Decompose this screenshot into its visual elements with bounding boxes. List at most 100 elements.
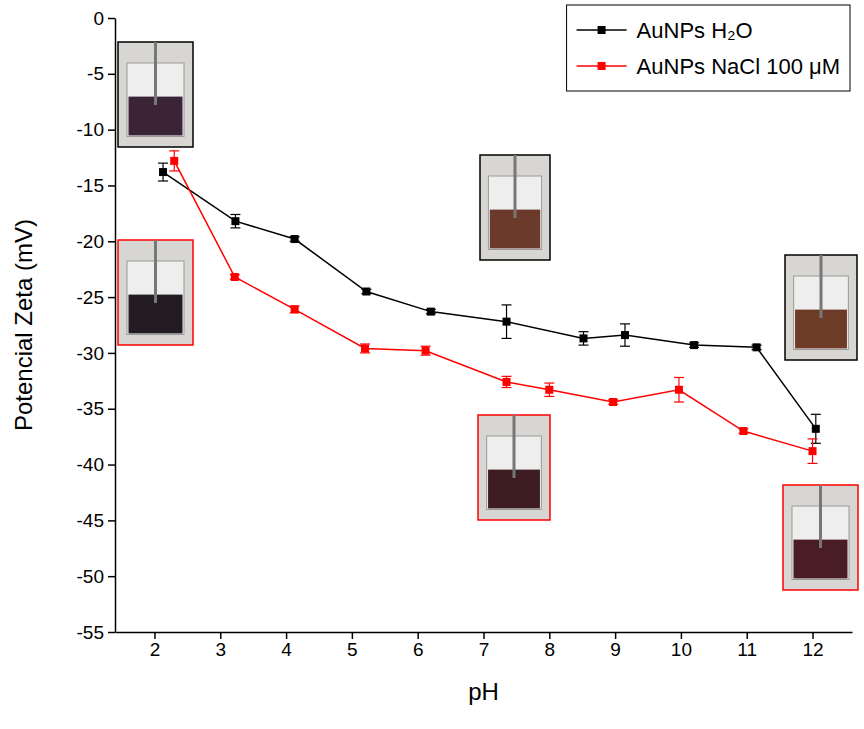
photo xyxy=(478,415,550,520)
y-tick-mark xyxy=(108,74,115,76)
line xyxy=(163,172,816,429)
error-bar-cap xyxy=(502,304,512,305)
x-tick-mark xyxy=(220,632,222,639)
error-bar-cap xyxy=(579,344,589,345)
y-tick: -35 xyxy=(77,398,115,419)
y-tick: -15 xyxy=(77,175,115,196)
electrode xyxy=(820,255,823,318)
series xyxy=(158,163,821,443)
photo xyxy=(785,255,857,360)
error-bar xyxy=(290,306,300,313)
line xyxy=(174,161,812,451)
marker xyxy=(812,425,820,433)
error-bar xyxy=(230,214,240,227)
y-tick: -30 xyxy=(77,342,115,363)
error-bar-cap xyxy=(674,377,684,378)
marker xyxy=(361,344,369,352)
y-tick: -25 xyxy=(77,287,115,308)
x-tick: 11 xyxy=(737,632,757,660)
x-tick-mark xyxy=(286,632,288,639)
x-tick: 12 xyxy=(802,632,823,660)
y-tick-label: -30 xyxy=(77,342,104,363)
y-axis-line xyxy=(115,19,117,633)
marker xyxy=(291,235,299,243)
error-bar xyxy=(502,376,512,387)
error-bar xyxy=(620,324,630,346)
x-tick: 8 xyxy=(545,632,556,660)
y-axis: 0-5-10-15-20-25-30-35-40-45-50-55 xyxy=(77,8,116,643)
x-tick-label: 12 xyxy=(802,639,823,660)
plot-marks xyxy=(158,151,821,464)
x-tick-mark xyxy=(549,632,551,639)
error-bar xyxy=(579,332,589,345)
y-tick-mark xyxy=(108,297,115,299)
error-bar-cap xyxy=(360,343,370,344)
y-tick-mark xyxy=(108,520,115,522)
x-tick-mark xyxy=(681,632,683,639)
error-bar-cap xyxy=(421,346,431,347)
legend-label: AuNPs H₂O xyxy=(637,18,753,43)
legend-item: AuNPs NaCl 100 μM xyxy=(577,54,840,79)
marker xyxy=(427,308,435,316)
x-tick-label: 11 xyxy=(737,639,757,660)
error-bar xyxy=(674,377,684,402)
y-tick: -10 xyxy=(77,119,115,140)
marker xyxy=(545,386,553,394)
y-tick-label: -10 xyxy=(77,119,104,140)
marker xyxy=(609,398,617,406)
error-bar-cap xyxy=(620,346,630,347)
marker xyxy=(422,347,430,355)
x-tick-label: 10 xyxy=(671,639,692,660)
error-bar-cap xyxy=(674,401,684,402)
marker xyxy=(809,447,817,455)
x-tick-label: 5 xyxy=(347,639,358,660)
error-bar-cap xyxy=(421,355,431,356)
error-bar xyxy=(360,344,370,353)
marker xyxy=(753,343,761,351)
photo xyxy=(118,42,193,147)
y-tick: -40 xyxy=(77,454,115,475)
y-tick: -55 xyxy=(77,622,115,643)
x-tick-label: 9 xyxy=(610,639,621,660)
legend-marker xyxy=(598,62,606,70)
y-tick-mark xyxy=(108,18,115,20)
y-axis-title: Potencial Zeta (mV) xyxy=(10,219,37,431)
y-tick-mark xyxy=(108,632,115,634)
error-bar xyxy=(502,305,512,338)
y-tick: -50 xyxy=(77,566,115,587)
x-tick-label: 2 xyxy=(150,639,161,660)
photo-frame xyxy=(118,240,193,345)
x-tick-label: 4 xyxy=(281,639,292,660)
electrode xyxy=(514,155,517,218)
x-tick-label: 6 xyxy=(413,639,424,660)
x-tick-label: 3 xyxy=(215,639,226,660)
error-bar-cap xyxy=(169,150,179,151)
marker xyxy=(170,157,178,165)
marker xyxy=(231,217,239,225)
x-tick-mark xyxy=(154,632,156,639)
y-tick-label: -55 xyxy=(77,622,104,643)
error-bar-cap xyxy=(811,414,821,415)
electrode xyxy=(154,42,157,105)
error-bar-cap xyxy=(544,382,554,383)
electrode xyxy=(819,485,822,548)
marker xyxy=(621,331,629,339)
marker xyxy=(503,318,511,326)
error-bar xyxy=(544,383,554,396)
x-tick-mark xyxy=(812,632,814,639)
marker xyxy=(291,305,299,313)
x-tick-mark xyxy=(417,632,419,639)
error-bar-cap xyxy=(158,163,168,164)
error-bar-cap xyxy=(502,338,512,339)
marker xyxy=(690,341,698,349)
series xyxy=(169,151,817,464)
y-tick: -20 xyxy=(77,231,115,252)
y-tick-mark xyxy=(108,185,115,187)
error-bar-cap xyxy=(169,170,179,171)
legend-frame xyxy=(567,5,850,91)
error-bar xyxy=(421,346,431,355)
x-tick: 10 xyxy=(671,632,692,660)
error-bar xyxy=(158,163,168,181)
electrode xyxy=(513,415,516,478)
error-bar-cap xyxy=(620,323,630,324)
